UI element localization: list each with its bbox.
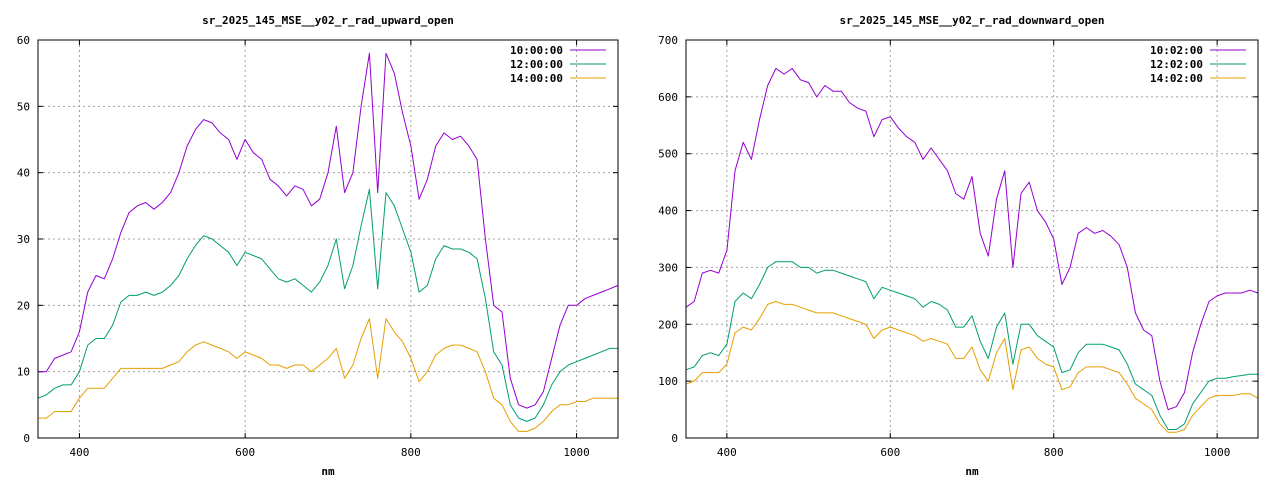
- legend-label: 10:00:00: [510, 44, 563, 57]
- y-tick-label: 30: [17, 233, 30, 246]
- series-line-140000: [38, 318, 618, 432]
- y-tick-label: 400: [658, 205, 678, 218]
- y-tick-label: 60: [17, 34, 30, 47]
- legend-label: 12:02:00: [1150, 58, 1203, 71]
- x-axis-label: nm: [321, 465, 335, 478]
- plot-frame: [37, 39, 619, 439]
- y-tick-label: 40: [17, 167, 30, 180]
- y-tick-label: 0: [23, 432, 30, 445]
- y-tick-label: 50: [17, 100, 30, 113]
- x-tick-label: 600: [235, 446, 255, 459]
- legend-label: 14:00:00: [510, 72, 563, 85]
- chart-panel-downward: sr_2025_145_MSE__y02_r_rad_downward_open…: [640, 0, 1280, 480]
- series-line-120000: [37, 188, 618, 422]
- y-tick-label: 300: [658, 261, 678, 274]
- legend-label: 12:00:00: [510, 58, 563, 71]
- y-tick-label: 200: [658, 318, 678, 331]
- y-tick-label: 700: [658, 34, 678, 47]
- series-line-100000: [38, 52, 619, 409]
- y-tick-label: 500: [658, 148, 678, 161]
- y-tick-label: 100: [658, 375, 678, 388]
- x-tick-label: 1000: [1204, 446, 1231, 459]
- y-tick-label: 0: [671, 432, 678, 445]
- series-line-100200: [685, 67, 1259, 411]
- x-tick-label: 400: [717, 446, 737, 459]
- x-tick-label: 800: [1044, 446, 1064, 459]
- plot-frame: [685, 39, 1259, 439]
- legend-label: 10:02:00: [1150, 44, 1203, 57]
- x-tick-label: 800: [401, 446, 421, 459]
- series-line-120200: [685, 261, 1258, 430]
- x-tick-label: 1000: [563, 446, 590, 459]
- series-line-140200: [685, 301, 1259, 433]
- chart-upward: sr_2025_145_MSE__y02_r_rad_upward_open 40…: [17, 14, 619, 478]
- chart-title: sr_2025_145_MSE__y02_r_rad_downward_open: [840, 14, 1105, 27]
- x-tick-label: 400: [69, 446, 89, 459]
- legend-label: 14:02:00: [1150, 72, 1203, 85]
- chart-title: sr_2025_145_MSE__y02_r_rad_upward_open: [202, 14, 454, 27]
- x-axis-label: nm: [965, 465, 979, 478]
- x-tick-label: 600: [880, 446, 900, 459]
- chart-downward: sr_2025_145_MSE__y02_r_rad_downward_open…: [658, 14, 1259, 478]
- y-tick-label: 10: [17, 366, 30, 379]
- y-tick-label: 600: [658, 91, 678, 104]
- y-tick-label: 20: [17, 299, 30, 312]
- chart-panel-upward: sr_2025_145_MSE__y02_r_rad_upward_open 40…: [17, 14, 619, 478]
